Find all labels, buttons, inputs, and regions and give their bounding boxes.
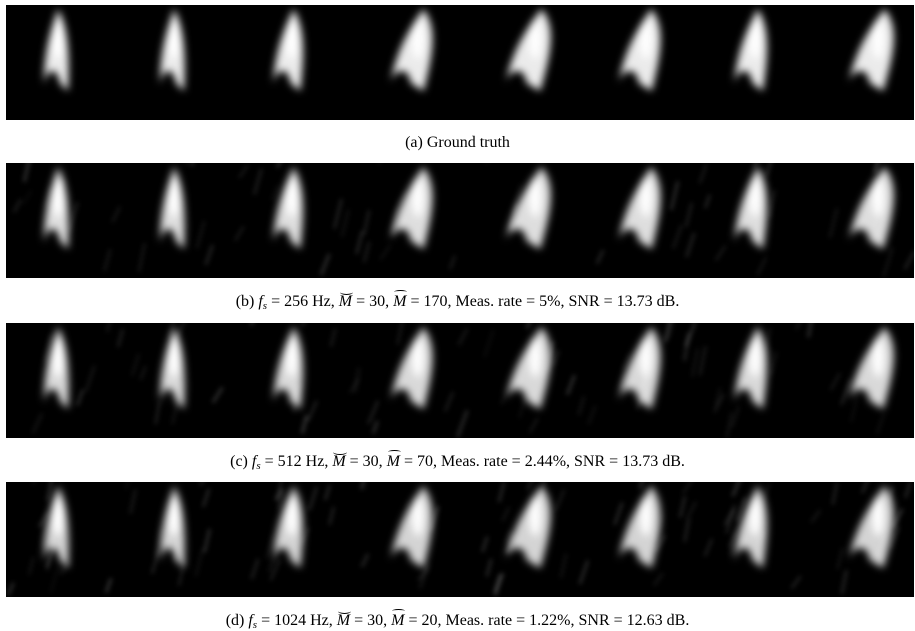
heartbeat-blob bbox=[273, 486, 304, 568]
heartbeat-blob bbox=[160, 327, 185, 409]
heartbeat-blob bbox=[505, 9, 551, 91]
m-tilde-symbol: M bbox=[391, 609, 406, 629]
caption-d-label: (d) bbox=[225, 612, 245, 629]
fs-sub: s bbox=[256, 460, 261, 472]
heartbeat-blob bbox=[848, 486, 894, 568]
meas-rate-label: Meas. rate bbox=[455, 293, 523, 310]
m-tilde-symbol: M bbox=[393, 290, 408, 310]
heartbeat-blob bbox=[44, 327, 69, 409]
m-breve-symbol: M bbox=[332, 453, 348, 470]
spectrogram-d bbox=[6, 482, 914, 597]
snr-label: SNR bbox=[574, 453, 606, 470]
m-breve-value-b: 30 bbox=[369, 293, 386, 310]
snr-value-b: 13.73 bbox=[616, 293, 653, 310]
heartbeat-blob bbox=[618, 9, 661, 91]
snr-label: SNR bbox=[578, 612, 610, 629]
caption-c: (c) fs = 512 Hz, M = 30, M = 70, Meas. r… bbox=[230, 450, 685, 472]
m-tilde-value-c: 70 bbox=[417, 453, 434, 470]
heartbeat-blob bbox=[390, 9, 433, 91]
caption-c-label: (c) bbox=[230, 453, 248, 470]
hz-unit: Hz bbox=[305, 453, 325, 470]
fs-symbol: f bbox=[251, 453, 257, 470]
meas-rate-label: Meas. rate bbox=[445, 612, 513, 629]
caption-a-text: (a) Ground truth bbox=[405, 134, 510, 151]
heartbeat-blob bbox=[390, 486, 433, 568]
heartbeat-blob bbox=[734, 167, 768, 249]
db-unit: dB. bbox=[666, 612, 690, 629]
heartbeat-blob bbox=[390, 327, 433, 409]
spectrogram-a bbox=[6, 5, 914, 120]
heartbeat-blob bbox=[848, 327, 894, 409]
spectrogram-background bbox=[6, 482, 914, 597]
heartbeat-blob bbox=[44, 167, 69, 249]
heartbeat-blob bbox=[160, 486, 185, 568]
heartbeat-blob bbox=[848, 9, 894, 91]
heartbeat-blob bbox=[734, 9, 768, 91]
snr-label: SNR bbox=[568, 293, 600, 310]
m-breve-value-d: 30 bbox=[367, 612, 384, 629]
m-tilde-value-d: 20 bbox=[421, 612, 438, 629]
caption-b-label: (b) bbox=[235, 293, 255, 310]
fs-sub: s bbox=[252, 619, 258, 631]
heartbeat-blob bbox=[44, 9, 69, 91]
ground-truth-panel bbox=[6, 5, 914, 120]
snr-value-c: 13.73 bbox=[622, 453, 659, 470]
heartbeat-blob bbox=[848, 167, 894, 249]
heartbeat-blob bbox=[734, 486, 768, 568]
heartbeat-blob bbox=[505, 327, 551, 409]
heartbeat-blob bbox=[618, 486, 661, 568]
reconstruction-panel-b bbox=[6, 163, 914, 278]
reconstruction-noise bbox=[6, 482, 912, 596]
fs-symbol: f bbox=[248, 612, 253, 629]
heartbeat-blob bbox=[44, 486, 69, 568]
heartbeat-blob bbox=[273, 9, 304, 91]
heartbeat-blob bbox=[505, 486, 551, 568]
spectrogram-b bbox=[6, 163, 914, 278]
caption-b: (b) fs = 256 Hz, M = 30, M = 170, Meas. … bbox=[235, 290, 680, 312]
m-tilde-value-b: 170 bbox=[423, 293, 448, 310]
reconstruction-panel-c bbox=[6, 323, 914, 438]
heartbeat-blob bbox=[390, 167, 433, 249]
fs-sub: s bbox=[262, 300, 268, 312]
spectrogram-background bbox=[6, 163, 914, 278]
heartbeat-blob bbox=[273, 327, 304, 409]
db-unit: dB. bbox=[662, 453, 685, 470]
fs-value-c: 512 bbox=[277, 453, 302, 470]
m-breve-symbol: M bbox=[338, 293, 354, 310]
meas-rate-value-d: 1.22% bbox=[529, 612, 571, 629]
m-breve-symbol: M bbox=[336, 612, 352, 629]
meas-rate-value-b: 5% bbox=[539, 293, 561, 310]
heartbeat-blob bbox=[505, 167, 551, 249]
fs-value-b: 256 bbox=[284, 293, 309, 310]
caption-d: (d) fs = 1024 Hz, M = 30, M = 20, Meas. … bbox=[225, 609, 690, 631]
fs-value-d: 1024 bbox=[274, 612, 307, 629]
heartbeat-blob bbox=[160, 9, 185, 91]
heartbeat-blob bbox=[273, 167, 304, 249]
meas-rate-label: Meas. rate bbox=[441, 453, 508, 470]
heartbeat-blob bbox=[734, 327, 768, 409]
hz-unit: Hz bbox=[312, 293, 331, 310]
fs-symbol: f bbox=[258, 293, 263, 310]
spectrogram-background bbox=[6, 5, 914, 120]
meas-rate-value-c: 2.44% bbox=[524, 453, 567, 470]
reconstruction-panel-d bbox=[6, 482, 914, 597]
snr-value-d: 12.63 bbox=[626, 612, 663, 629]
hz-unit: Hz bbox=[310, 612, 329, 629]
heartbeat-blob bbox=[160, 167, 185, 249]
heartbeat-blob bbox=[618, 327, 661, 409]
spectrogram-c bbox=[6, 323, 914, 438]
m-tilde-symbol: M bbox=[386, 450, 402, 470]
m-breve-value-c: 30 bbox=[362, 453, 379, 470]
heartbeat-blob bbox=[618, 167, 661, 249]
db-unit: dB. bbox=[656, 293, 680, 310]
caption-a: (a) Ground truth bbox=[0, 133, 915, 153]
